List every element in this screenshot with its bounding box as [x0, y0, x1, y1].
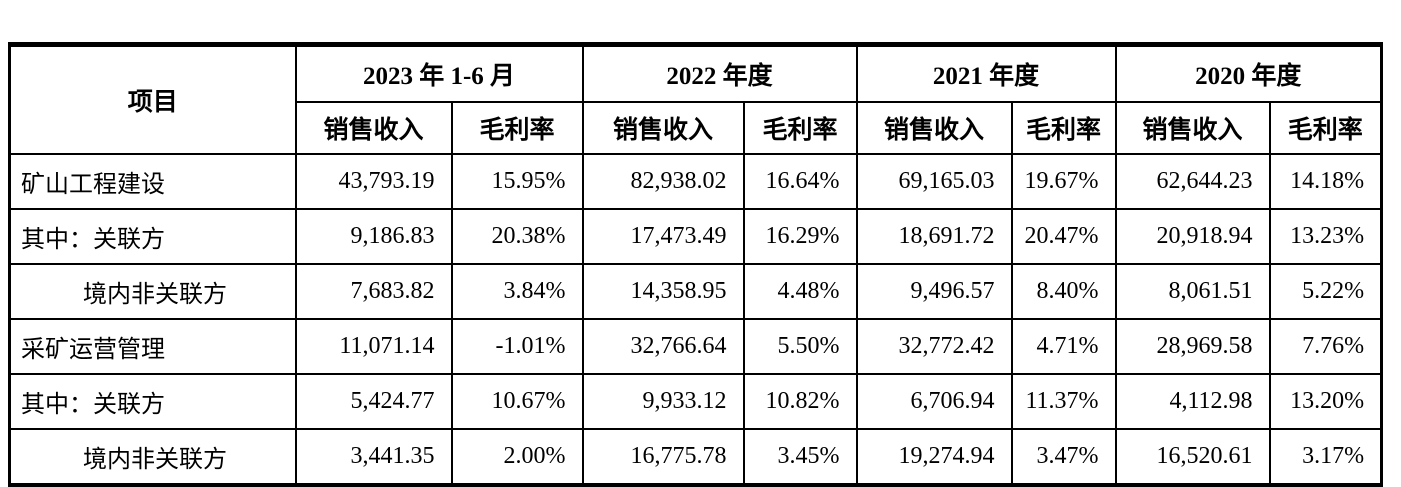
revenue-cell: 7,683.82 [294, 263, 453, 320]
revenue-cell: 4,112.98 [1114, 373, 1271, 430]
col-header-margin-2020: 毛利率 [1268, 101, 1383, 155]
col-header-item: 项目 [8, 43, 297, 155]
margin-cell: 16.64% [742, 153, 858, 210]
revenue-cell: 32,772.42 [855, 318, 1013, 375]
revenue-cell: 5,424.77 [294, 373, 453, 430]
revenue-cell: 11,071.14 [294, 318, 453, 375]
col-header-margin-2022: 毛利率 [742, 101, 858, 155]
revenue-cell: 16,775.78 [581, 428, 745, 487]
revenue-cell: 32,766.64 [581, 318, 745, 375]
margin-cell: 8.40% [1010, 263, 1117, 320]
revenue-cell: 9,933.12 [581, 373, 745, 430]
revenue-cell: 16,520.61 [1114, 428, 1271, 487]
margin-cell: 3.47% [1010, 428, 1117, 487]
margin-cell: -1.01% [450, 318, 584, 375]
col-header-period-2021: 2021 年度 [855, 43, 1117, 103]
row-item-label: 其中：关联方 [8, 373, 297, 430]
revenue-cell: 17,473.49 [581, 208, 745, 265]
margin-cell: 10.82% [742, 373, 858, 430]
margin-cell: 20.38% [450, 208, 584, 265]
col-header-revenue-2022: 销售收入 [581, 101, 745, 155]
table-row: 其中：关联方 9,186.83 20.38% 17,473.49 16.29% 18,69… [8, 208, 1383, 265]
revenue-cell: 18,691.72 [855, 208, 1013, 265]
revenue-cell: 8,061.51 [1114, 263, 1271, 320]
col-header-period-2020: 2020 年度 [1114, 43, 1383, 103]
row-item-label: 境内非关联方 [8, 428, 297, 487]
margin-cell: 13.23% [1268, 208, 1383, 265]
margin-cell: 4.48% [742, 263, 858, 320]
row-item-label: 矿山工程建设 [8, 153, 297, 210]
revenue-cell: 69,165.03 [855, 153, 1013, 210]
margin-cell: 10.67% [450, 373, 584, 430]
margin-cell: 4.71% [1010, 318, 1117, 375]
margin-cell: 16.29% [742, 208, 858, 265]
margin-cell: 5.50% [742, 318, 858, 375]
table-row: 矿山工程建设 43,793.19 15.95% 82,938.02 16.64% 69,1… [8, 153, 1383, 210]
margin-cell: 11.37% [1010, 373, 1117, 430]
revenue-cell: 28,969.58 [1114, 318, 1271, 375]
revenue-cell: 6,706.94 [855, 373, 1013, 430]
margin-cell: 20.47% [1010, 208, 1117, 265]
table-row: 境内非关联方 3,441.35 2.00% 16,775.78 3.45% 19,274.… [8, 428, 1383, 487]
revenue-cell: 14,358.95 [581, 263, 745, 320]
table-row: 采矿运营管理 11,071.14 -1.01% 32,766.64 5.50% 32,77… [8, 318, 1383, 375]
col-header-margin-2023h1: 毛利率 [450, 101, 584, 155]
segment-revenue-margin-table: 项目 2023 年 1-6 月 2022 年度 2021 年度 2020 年度 … [8, 42, 1384, 487]
row-item-label: 其中：关联方 [8, 208, 297, 265]
revenue-cell: 43,793.19 [294, 153, 453, 210]
header-row-metrics: 销售收入 毛利率 销售收入 毛利率 销售收入 毛利率 销售收入 毛利率 [10, 101, 1383, 155]
table-row: 其中：关联方 5,424.77 10.67% 9,933.12 10.82% 6,706.… [8, 373, 1383, 430]
margin-cell: 15.95% [450, 153, 584, 210]
row-item-label: 采矿运营管理 [8, 318, 297, 375]
header-row-periods: 项目 2023 年 1-6 月 2022 年度 2021 年度 2020 年度 [8, 43, 1383, 155]
margin-cell: 3.45% [742, 428, 858, 487]
revenue-cell: 9,496.57 [855, 263, 1013, 320]
margin-cell: 3.17% [1268, 428, 1383, 487]
revenue-cell: 20,918.94 [1114, 208, 1271, 265]
margin-cell: 19.67% [1010, 153, 1117, 210]
table-body: 矿山工程建设 43,793.19 15.95% 82,938.02 16.64% 69,1… [8, 153, 1383, 487]
margin-cell: 13.20% [1268, 373, 1383, 430]
revenue-cell: 9,186.83 [294, 208, 453, 265]
col-header-margin-2021: 毛利率 [1010, 101, 1117, 155]
revenue-cell: 3,441.35 [294, 428, 453, 487]
margin-cell: 3.84% [450, 263, 584, 320]
col-header-period-2022: 2022 年度 [581, 43, 858, 103]
col-header-period-2023h1: 2023 年 1-6 月 [294, 43, 584, 103]
revenue-cell: 82,938.02 [581, 153, 745, 210]
revenue-cell: 19,274.94 [855, 428, 1013, 487]
margin-cell: 14.18% [1268, 153, 1383, 210]
col-header-revenue-2023h1: 销售收入 [294, 101, 453, 155]
col-header-revenue-2021: 销售收入 [855, 101, 1013, 155]
margin-cell: 7.76% [1268, 318, 1383, 375]
row-item-label: 境内非关联方 [8, 263, 297, 320]
table-row: 境内非关联方 7,683.82 3.84% 14,358.95 4.48% 9,496.5… [8, 263, 1383, 320]
revenue-cell: 62,644.23 [1114, 153, 1271, 210]
col-header-revenue-2020: 销售收入 [1114, 101, 1271, 155]
margin-cell: 5.22% [1268, 263, 1383, 320]
margin-cell: 2.00% [450, 428, 584, 487]
